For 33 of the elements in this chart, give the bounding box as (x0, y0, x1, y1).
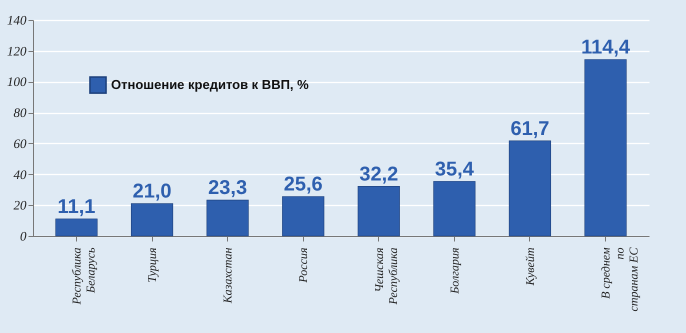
text: 11,1 (58, 196, 96, 218)
x-tick-label: Чешская Республика (372, 247, 400, 306)
text: 25,6 (284, 174, 323, 196)
y-tick-label: 40 (14, 166, 27, 182)
text: 21,0 (132, 180, 172, 203)
x-tick-label: Турция (145, 247, 160, 283)
bar (55, 218, 98, 236)
bar (433, 181, 476, 236)
x-tick-label: Россия (296, 247, 310, 284)
y-tick-label: 120 (7, 43, 27, 58)
x-tick-label: Республика Беларусь (69, 246, 98, 306)
x-tick-label: В среднем по странам ЕС (598, 246, 641, 312)
x-tick-label: Кувейт (522, 247, 537, 286)
text: 23,3 (208, 177, 248, 200)
bar (282, 196, 324, 236)
legend-label: Отношение кредитов к ВВП, % (111, 77, 310, 92)
bar (130, 203, 174, 236)
text: 32,2 (359, 163, 398, 186)
y-tick-label: 60 (14, 136, 27, 151)
text: 114,4 (581, 36, 630, 58)
text: 35,4 (434, 158, 474, 180)
y-tick-label: 80 (14, 105, 27, 120)
y-tick-label: 0 (20, 228, 27, 244)
x-tick-label: Казахстан (220, 247, 235, 304)
y-tick-label: 20 (14, 198, 27, 213)
bar (358, 186, 400, 236)
x-tick-label: Болгария (447, 247, 462, 295)
bar (508, 140, 552, 236)
bar (584, 59, 627, 236)
y-tick-label: 100 (7, 74, 27, 90)
text: 61,7 (510, 118, 550, 140)
bar (206, 200, 249, 236)
y-tick-label: 140 (7, 12, 27, 28)
